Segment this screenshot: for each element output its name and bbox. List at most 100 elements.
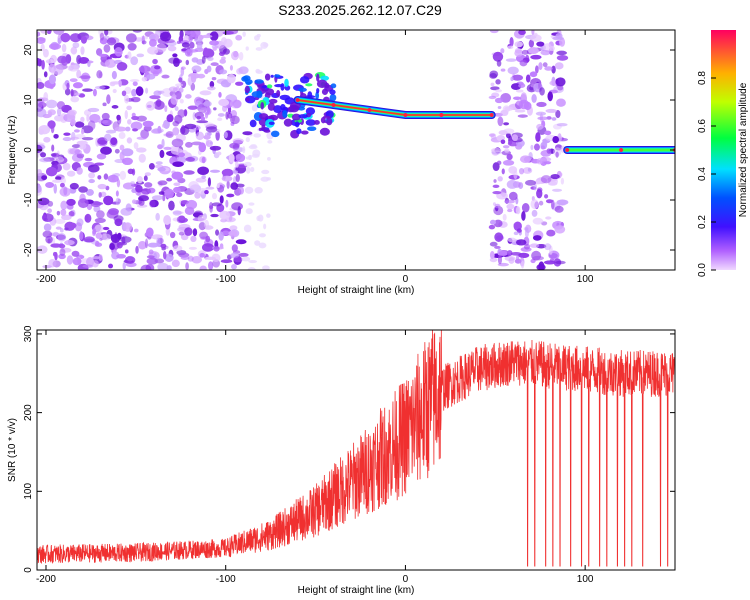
noise-blob (515, 239, 527, 246)
noise-blob (225, 199, 229, 208)
noise-blob (538, 200, 544, 206)
noise-blob (504, 199, 516, 204)
noise-blob (53, 30, 65, 35)
noise-blob (163, 251, 167, 260)
noise-blob (185, 199, 198, 210)
signal-blob (242, 75, 251, 82)
noise-blob (518, 167, 525, 175)
tone-point (619, 148, 624, 152)
noise-blob (242, 31, 246, 37)
noise-blob (252, 149, 261, 157)
noise-blob (111, 70, 117, 80)
noise-blob (163, 146, 172, 150)
figure-title: S233.2025.262.12.07.C29 (278, 2, 442, 18)
noise-blob (88, 179, 95, 184)
noise-blob (238, 51, 244, 61)
noise-blob (156, 43, 167, 53)
noise-blob (68, 210, 75, 217)
noise-blob (205, 186, 215, 190)
noise-blob (37, 97, 49, 102)
signal-blob (305, 83, 313, 87)
noise-blob (226, 73, 236, 84)
noise-blob (229, 142, 240, 149)
noise-blob (147, 46, 159, 55)
noise-blob (506, 179, 518, 189)
noise-blob (540, 175, 552, 184)
snr-frame (36, 329, 676, 571)
noise-blob (124, 94, 130, 104)
signal-blob (264, 73, 271, 81)
noise-blob (114, 46, 123, 57)
noise-blob (131, 115, 140, 121)
noise-blob (121, 90, 127, 97)
noise-blob (171, 138, 184, 148)
noise-blob (215, 229, 220, 236)
noise-blob (86, 114, 90, 122)
spectrogram-x-tick-label: 100 (577, 274, 594, 285)
noise-blob (157, 144, 163, 150)
noise-blob (188, 181, 200, 191)
noise-blob (121, 148, 134, 157)
noise-blob (79, 231, 84, 241)
noise-blob (267, 156, 271, 161)
noise-blob (185, 157, 196, 162)
noise-blob (157, 262, 169, 270)
noise-blob (253, 133, 262, 138)
noise-blob (120, 236, 132, 243)
noise-blob (132, 81, 138, 87)
noise-blob (540, 157, 552, 162)
noise-blob (37, 168, 43, 177)
noise-blob (189, 41, 195, 49)
noise-blob (175, 83, 184, 87)
snr-x-tick-label: 0 (403, 574, 409, 585)
noise-blob (262, 265, 270, 270)
noise-blob (153, 90, 162, 97)
noise-blob (530, 54, 542, 60)
noise-blob (118, 79, 122, 88)
spectrogram-y-tick-label: 0 (23, 147, 34, 153)
noise-blob (531, 30, 535, 36)
noise-blob (227, 112, 233, 119)
noise-blob (66, 110, 76, 119)
noise-blob (130, 56, 139, 66)
noise-blob (45, 99, 58, 109)
noise-blob (536, 41, 545, 47)
noise-blob (222, 105, 228, 112)
signal-blob (263, 129, 271, 133)
noise-blob (164, 253, 174, 262)
noise-blob (78, 186, 88, 193)
signal-blob (320, 75, 330, 81)
noise-blob (37, 31, 41, 37)
noise-blob (118, 132, 126, 140)
snr-panel: -200 -100 0 100 0 100 200 300 Height of straig… (7, 325, 676, 596)
noise-blob (245, 46, 249, 51)
noise-blob (95, 232, 102, 239)
noise-blob (540, 50, 551, 56)
noise-blob (201, 55, 206, 64)
noise-blob (70, 47, 77, 55)
noise-blob (76, 167, 83, 175)
signal-blob (313, 119, 320, 125)
noise-blob (245, 208, 253, 215)
signal-blob (316, 79, 328, 88)
noise-blob (519, 59, 528, 67)
signal-blob (284, 78, 289, 88)
noise-blob (204, 122, 215, 127)
noise-blob (525, 74, 531, 83)
noise-blob (556, 54, 569, 61)
noise-blob (500, 48, 505, 54)
signal-blob (270, 130, 280, 138)
noise-blob (180, 256, 190, 260)
spectrogram-x-tick-label: -100 (216, 274, 236, 285)
colorbar-tick-label: 0.0 (697, 263, 708, 277)
noise-blob (124, 249, 129, 254)
noise-blob (37, 184, 42, 193)
noise-blob (109, 242, 115, 251)
noise-blob (171, 94, 177, 99)
snr-series-line (37, 330, 675, 567)
noise-blob (200, 116, 206, 121)
noise-blob (126, 137, 133, 144)
noise-blob (556, 123, 568, 127)
noise-blob (59, 228, 64, 233)
noise-blob (218, 91, 222, 98)
